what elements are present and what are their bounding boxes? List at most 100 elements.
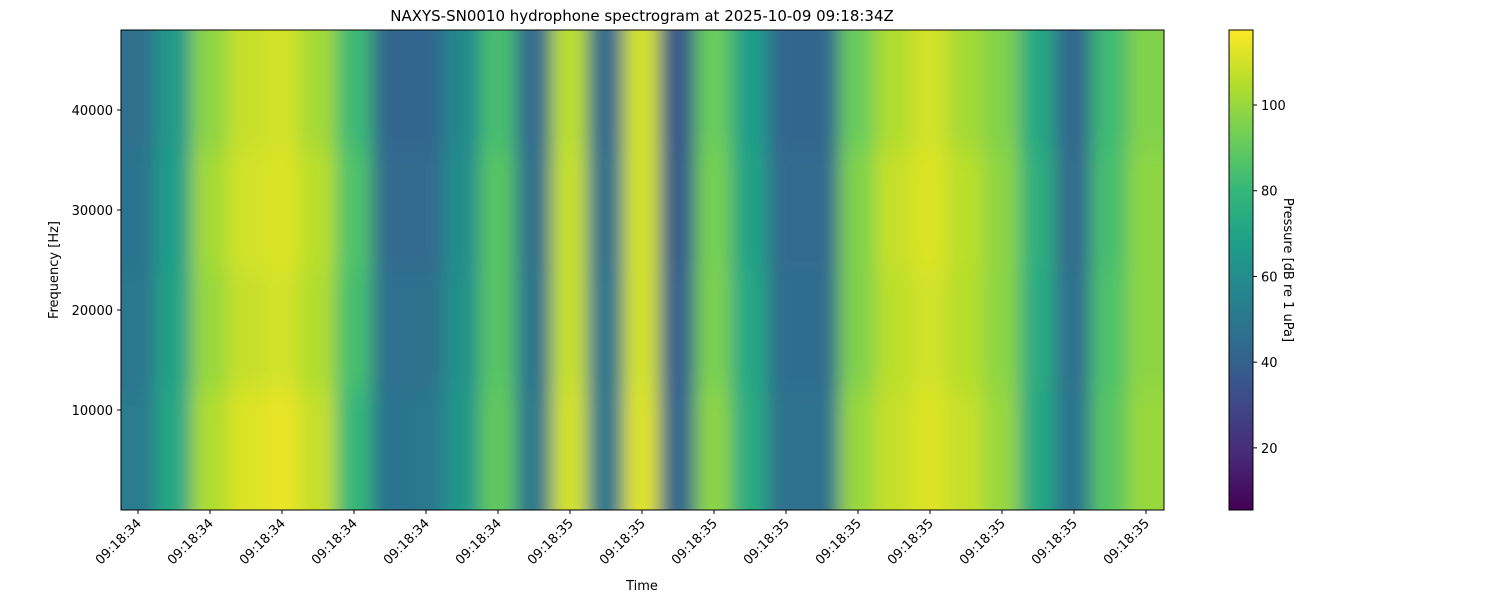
heatmap-cell: [443, 149, 482, 271]
heatmap-cell: [911, 30, 950, 151]
heatmap-cell: [659, 389, 698, 510]
x-tick-label: 09:18:35: [741, 516, 793, 568]
heatmap-cell: [875, 149, 914, 271]
heatmap-cell: [947, 389, 986, 510]
heatmap-cell: [407, 149, 446, 271]
heatmap-cell: [371, 30, 410, 151]
heatmap-cell: [263, 30, 302, 151]
heatmap-cell: [121, 149, 158, 271]
heatmap-cell: [479, 149, 518, 271]
heatmap-cell: [1091, 269, 1130, 391]
heatmap-cell: [983, 269, 1022, 391]
heatmap-cell: [551, 30, 590, 151]
heatmap-cell: [299, 269, 338, 391]
heatmap-cell: [371, 269, 410, 391]
heatmap-cell: [155, 149, 194, 271]
heatmap-cell: [623, 389, 662, 510]
heatmap-cell: [263, 269, 302, 391]
heatmap-cell: [731, 269, 770, 391]
heatmap-cell: [1055, 389, 1094, 510]
heatmap-cell: [803, 30, 842, 151]
heatmap-cell: [911, 389, 950, 510]
heatmap-cell: [335, 269, 374, 391]
heatmap-cell: [479, 389, 518, 510]
heatmap-cell: [299, 389, 338, 510]
heatmap-cell: [875, 30, 914, 151]
heatmap-cell: [551, 269, 590, 391]
heatmap-cell: [371, 149, 410, 271]
x-tick-label: 09:18:35: [669, 516, 721, 568]
heatmap-cell: [695, 30, 734, 151]
heatmap-cell: [947, 269, 986, 391]
heatmap-cell: [983, 149, 1022, 271]
x-tick-label: 09:18:35: [525, 516, 577, 568]
heatmap-cell: [623, 30, 662, 151]
heatmap-cell: [1091, 389, 1130, 510]
colorbar-tick-label: 20: [1261, 442, 1278, 457]
x-tick-label: 09:18:35: [1029, 516, 1081, 568]
heatmap-cell: [695, 269, 734, 391]
heatmap-cell: [1091, 30, 1130, 151]
heatmap-cell: [551, 149, 590, 271]
x-tick-label: 09:18:34: [309, 516, 361, 568]
heatmap-cell: [587, 149, 626, 271]
heatmap-cell: [335, 30, 374, 151]
heatmap-cell: [983, 30, 1022, 151]
heatmap-cell: [479, 30, 518, 151]
heatmap-cell: [299, 149, 338, 271]
x-tick-label: 09:18:35: [957, 516, 1009, 568]
heatmap-cell: [803, 149, 842, 271]
heatmap-cell: [767, 269, 806, 391]
heatmap-cell: [659, 30, 698, 151]
heatmap-cell: [803, 389, 842, 510]
heatmap-cell: [875, 389, 914, 510]
colorbar-tick-label: 100: [1261, 99, 1286, 114]
heatmap-cell: [731, 149, 770, 271]
heatmap-cell: [479, 269, 518, 391]
heatmap-cell: [623, 269, 662, 391]
heatmap-cell: [587, 269, 626, 391]
heatmap-cell: [227, 149, 266, 271]
heatmap-cell: [515, 30, 554, 151]
heatmap-cell: [443, 269, 482, 391]
heatmap-cell: [1127, 269, 1164, 391]
heatmap-cell: [767, 389, 806, 510]
x-axis-label: Time: [625, 579, 658, 594]
y-tick-label: 30000: [72, 204, 113, 219]
heatmap: [121, 30, 1164, 510]
heatmap-cell: [407, 269, 446, 391]
heatmap-cell: [695, 389, 734, 510]
heatmap-cell: [983, 389, 1022, 510]
colorbar-tick-label: 40: [1261, 356, 1278, 371]
heatmap-cell: [191, 30, 230, 151]
heatmap-cell: [731, 389, 770, 510]
heatmap-cell: [839, 149, 878, 271]
heatmap-cell: [155, 389, 194, 510]
heatmap-cell: [155, 269, 194, 391]
x-tick-label: 09:18:35: [813, 516, 865, 568]
heatmap-cell: [839, 389, 878, 510]
heatmap-cell: [839, 269, 878, 391]
y-axis-label: Frequency [Hz]: [47, 221, 62, 319]
colorbar: [1228, 29, 1254, 511]
heatmap-cell: [443, 30, 482, 151]
heatmap-cell: [1091, 149, 1130, 271]
heatmap-cell: [515, 149, 554, 271]
heatmap-cell: [335, 389, 374, 510]
heatmap-cell: [659, 149, 698, 271]
heatmap-cell: [911, 149, 950, 271]
colorbar-tick-label: 80: [1261, 185, 1278, 200]
heatmap-cell: [121, 389, 158, 510]
heatmap-cell: [767, 30, 806, 151]
heatmap-cell: [371, 389, 410, 510]
heatmap-cell: [911, 269, 950, 391]
heatmap-cell: [767, 149, 806, 271]
heatmap-cell: [731, 30, 770, 151]
heatmap-cell: [121, 30, 158, 151]
x-tick-label: 09:18:34: [453, 516, 505, 568]
x-tick-label: 09:18:35: [597, 516, 649, 568]
x-tick-label: 09:18:35: [1101, 516, 1153, 568]
heatmap-cell: [875, 269, 914, 391]
heatmap-cell: [1055, 30, 1094, 151]
heatmap-cell: [587, 389, 626, 510]
